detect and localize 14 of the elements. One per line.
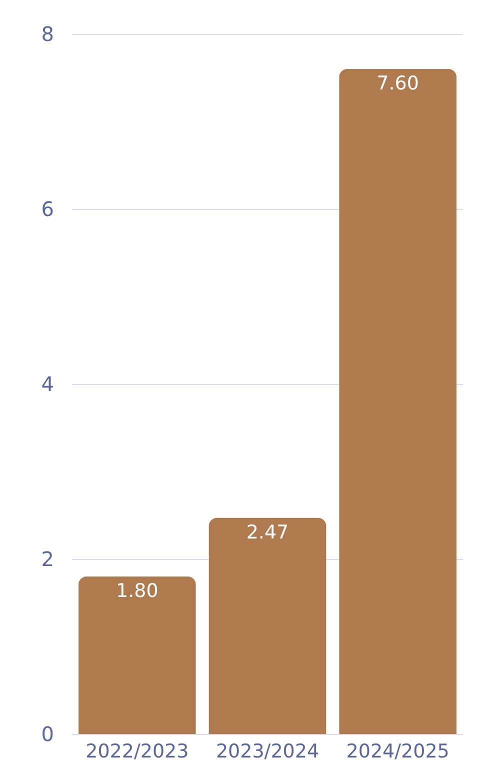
bar xyxy=(208,518,326,734)
bar xyxy=(339,69,456,734)
data-label: 1.80 xyxy=(116,580,158,602)
y-tick-label: 0 xyxy=(41,722,54,746)
y-tick-label: 8 xyxy=(41,22,54,46)
y-tick-label: 2 xyxy=(41,547,54,571)
data-label: 7.60 xyxy=(376,72,419,94)
y-tick-label: 4 xyxy=(41,372,54,396)
x-tick-label: 2022/2023 xyxy=(86,740,189,762)
x-tick-label: 2023/2024 xyxy=(216,740,320,762)
data-label: 2.47 xyxy=(246,521,289,544)
x-tick-label: 2024/2025 xyxy=(346,740,450,762)
y-tick-label: 6 xyxy=(41,197,54,221)
bar xyxy=(78,576,196,734)
